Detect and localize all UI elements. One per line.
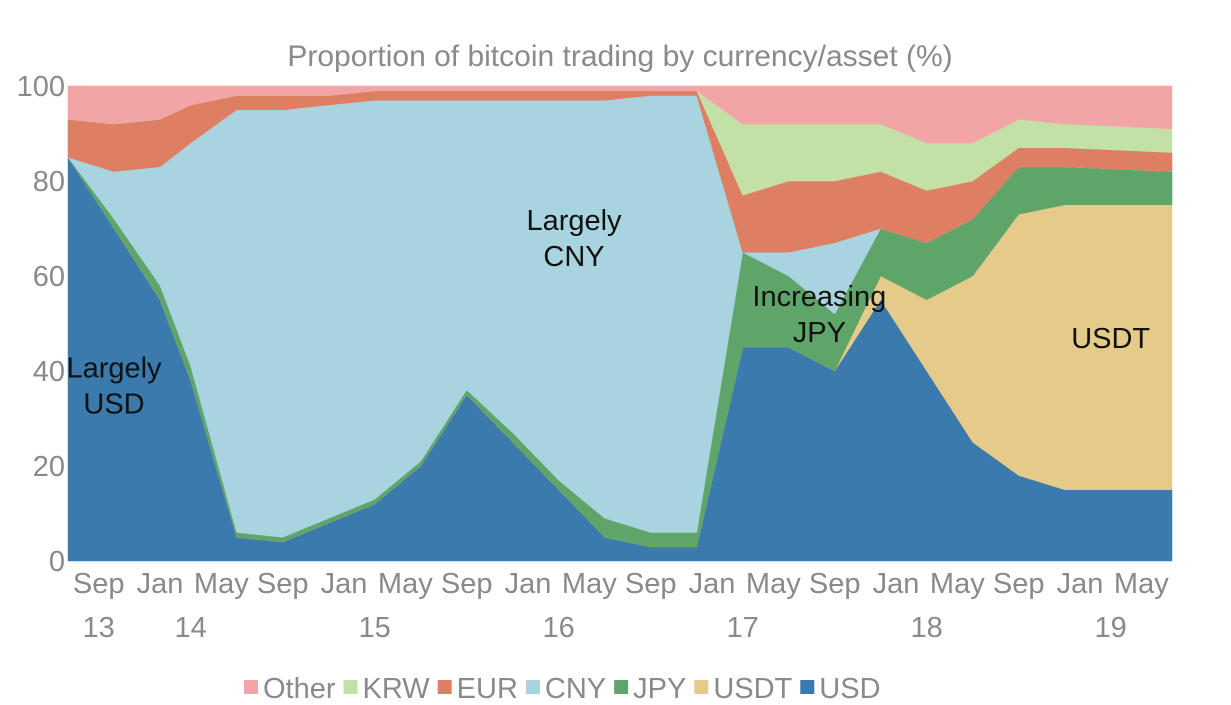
annotation-text: JPY	[793, 317, 846, 349]
x-axis: Sep Jan May Sep Jan May Sep Jan May Sep Jan May Sep J…	[73, 568, 1169, 644]
legend: Other KRW EUR CNY JPY USDT USD	[244, 673, 881, 705]
x-tick-label: May	[746, 568, 801, 600]
y-tick-label: 100	[17, 71, 65, 103]
legend-swatch-eur	[437, 680, 452, 694]
annotation-text: Largely	[526, 205, 622, 237]
x-year-label: 16	[543, 612, 575, 644]
legend-swatch-usd	[800, 680, 815, 694]
x-year-label: 17	[727, 612, 759, 644]
x-year-label: 19	[1095, 612, 1127, 644]
y-tick-label: 0	[49, 546, 65, 578]
x-tick-label: May	[378, 568, 433, 600]
legend-swatch-usdt	[694, 680, 709, 694]
x-tick-label: Jan	[505, 568, 552, 600]
legend-label-jpy: JPY	[633, 673, 686, 705]
x-tick-label: Jan	[137, 568, 184, 600]
area-layer	[67, 85, 1173, 562]
x-tick-label: May	[194, 568, 249, 600]
legend-label-eur: EUR	[457, 673, 518, 705]
x-tick-label: Sep	[441, 568, 493, 600]
legend-label-usdt: USDT	[713, 673, 792, 705]
area-other	[67, 85, 1173, 144]
legend-label-krw: KRW	[363, 673, 431, 705]
x-tick-label: Jan	[689, 568, 736, 600]
annotation-text: USD	[83, 388, 144, 420]
y-tick-label: 80	[33, 166, 65, 198]
y-axis: 0 20 40 60 80 100	[17, 71, 65, 578]
legend-swatch-krw	[343, 680, 358, 694]
x-year-label: 13	[83, 612, 115, 644]
annotation-text: CNY	[543, 241, 604, 273]
legend-swatch-other	[244, 680, 258, 694]
annotation-text: Increasing	[752, 281, 886, 313]
x-tick-label: Sep	[257, 568, 309, 600]
x-year-label: 15	[359, 612, 391, 644]
x-tick-label: May	[930, 568, 985, 600]
x-tick-label: Jan	[873, 568, 920, 600]
annotation-text: Largely	[66, 352, 162, 384]
y-tick-label: 60	[33, 261, 65, 293]
x-tick-label: May	[1114, 568, 1169, 600]
legend-swatch-cny	[525, 680, 540, 694]
legend-label-usd: USD	[819, 673, 880, 705]
y-tick-label: 20	[33, 451, 65, 483]
annotation-layer: Largely USD Largely CNY Increasing JPY USDT	[66, 205, 1150, 420]
x-tick-label: Sep	[809, 568, 861, 600]
x-tick-label: Sep	[73, 568, 125, 600]
x-tick-label: Jan	[1057, 568, 1104, 600]
x-tick-label: Jan	[321, 568, 368, 600]
annotation-text: USDT	[1071, 323, 1150, 355]
chart-title: Proportion of bitcoin trading by currenc…	[287, 40, 952, 73]
x-tick-label: Sep	[993, 568, 1045, 600]
x-year-label: 18	[911, 612, 943, 644]
legend-label-cny: CNY	[545, 673, 606, 705]
legend-label-other: Other	[263, 673, 336, 705]
x-tick-label: Sep	[625, 568, 677, 600]
x-tick-label: May	[562, 568, 617, 600]
y-tick-label: 40	[33, 356, 65, 388]
legend-swatch-jpy	[614, 680, 629, 694]
x-year-label: 14	[175, 612, 207, 644]
